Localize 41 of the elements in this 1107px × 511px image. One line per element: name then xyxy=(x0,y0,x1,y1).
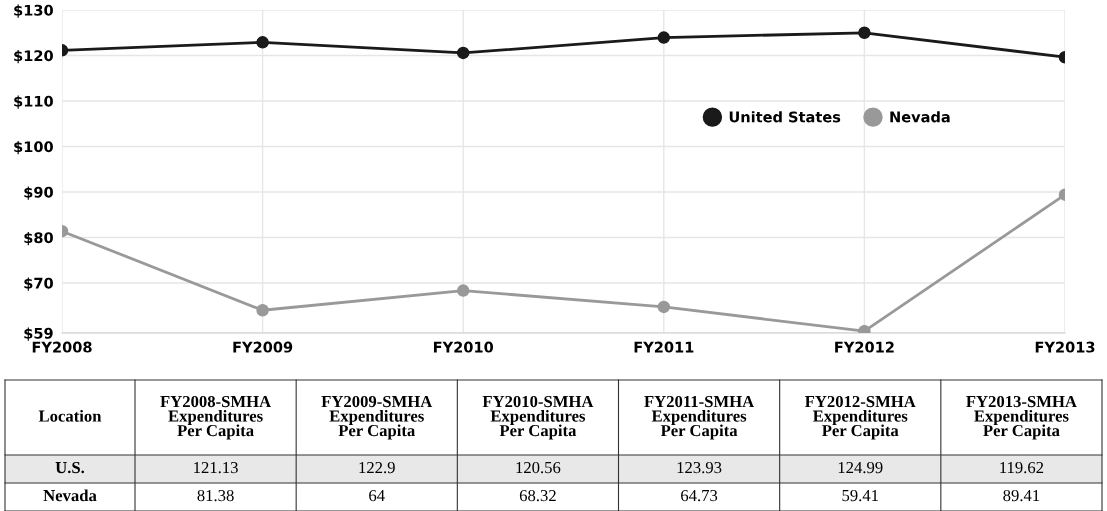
y-tick-label: $80 xyxy=(24,231,53,246)
text: Location xyxy=(38,409,102,422)
text: U.S. xyxy=(55,461,85,474)
x-tick-label: FY2012 xyxy=(835,341,894,353)
category-label: FY2011-SMHA Expenditures Per Capita xyxy=(644,395,755,440)
category-label: FY2012-SMHA Expenditures Per Capita xyxy=(804,395,916,440)
data-label: 64.73 xyxy=(681,489,718,502)
data-label: 59.41 xyxy=(842,489,878,502)
y-tick-label: $110 xyxy=(14,95,53,109)
x-tick-label: FY2008 xyxy=(32,341,92,353)
y-tick-label: $70 xyxy=(24,277,53,291)
data-label: 121.13 xyxy=(194,461,238,474)
category-label: FY2010-SMHA Expenditures Per Capita xyxy=(482,395,594,440)
category-label: FY2008-SMHA Expenditures Per Capita xyxy=(160,395,272,440)
data-label: 120.56 xyxy=(516,461,561,474)
data-label: 124.99 xyxy=(838,461,883,474)
x-tick-label: FY2009 xyxy=(233,341,293,353)
point xyxy=(657,31,671,44)
category-label: FY2009-SMHA Expenditures Per Capita xyxy=(321,395,433,440)
legend-label: United States xyxy=(729,111,841,123)
point xyxy=(456,284,470,297)
point xyxy=(657,300,671,314)
data-label: 68.32 xyxy=(519,489,556,502)
x-tick-label: FY2010 xyxy=(433,341,494,353)
x-tick-label: FY2011 xyxy=(634,341,694,353)
text: Nevada xyxy=(43,489,97,502)
data-label: 64 xyxy=(369,489,385,502)
data-label: 122.9 xyxy=(359,461,395,474)
legend-label: Nevada xyxy=(890,111,950,123)
data-label: 123.93 xyxy=(677,461,722,474)
data-label: 119.62 xyxy=(1000,461,1044,474)
point xyxy=(456,46,470,60)
y-tick-label: $130 xyxy=(14,4,53,18)
y-tick-label: $90 xyxy=(24,186,53,200)
data-label: 89.41 xyxy=(1003,489,1040,502)
data-label: 81.38 xyxy=(197,489,234,502)
x-tick-label: FY2013 xyxy=(1035,341,1095,353)
y-tick-label: $120 xyxy=(14,49,53,64)
y-tick-label: $59 xyxy=(24,327,53,341)
y-tick-label: $100 xyxy=(14,140,53,155)
category-label: FY2013-SMHA Expenditures Per Capita xyxy=(966,395,1077,440)
